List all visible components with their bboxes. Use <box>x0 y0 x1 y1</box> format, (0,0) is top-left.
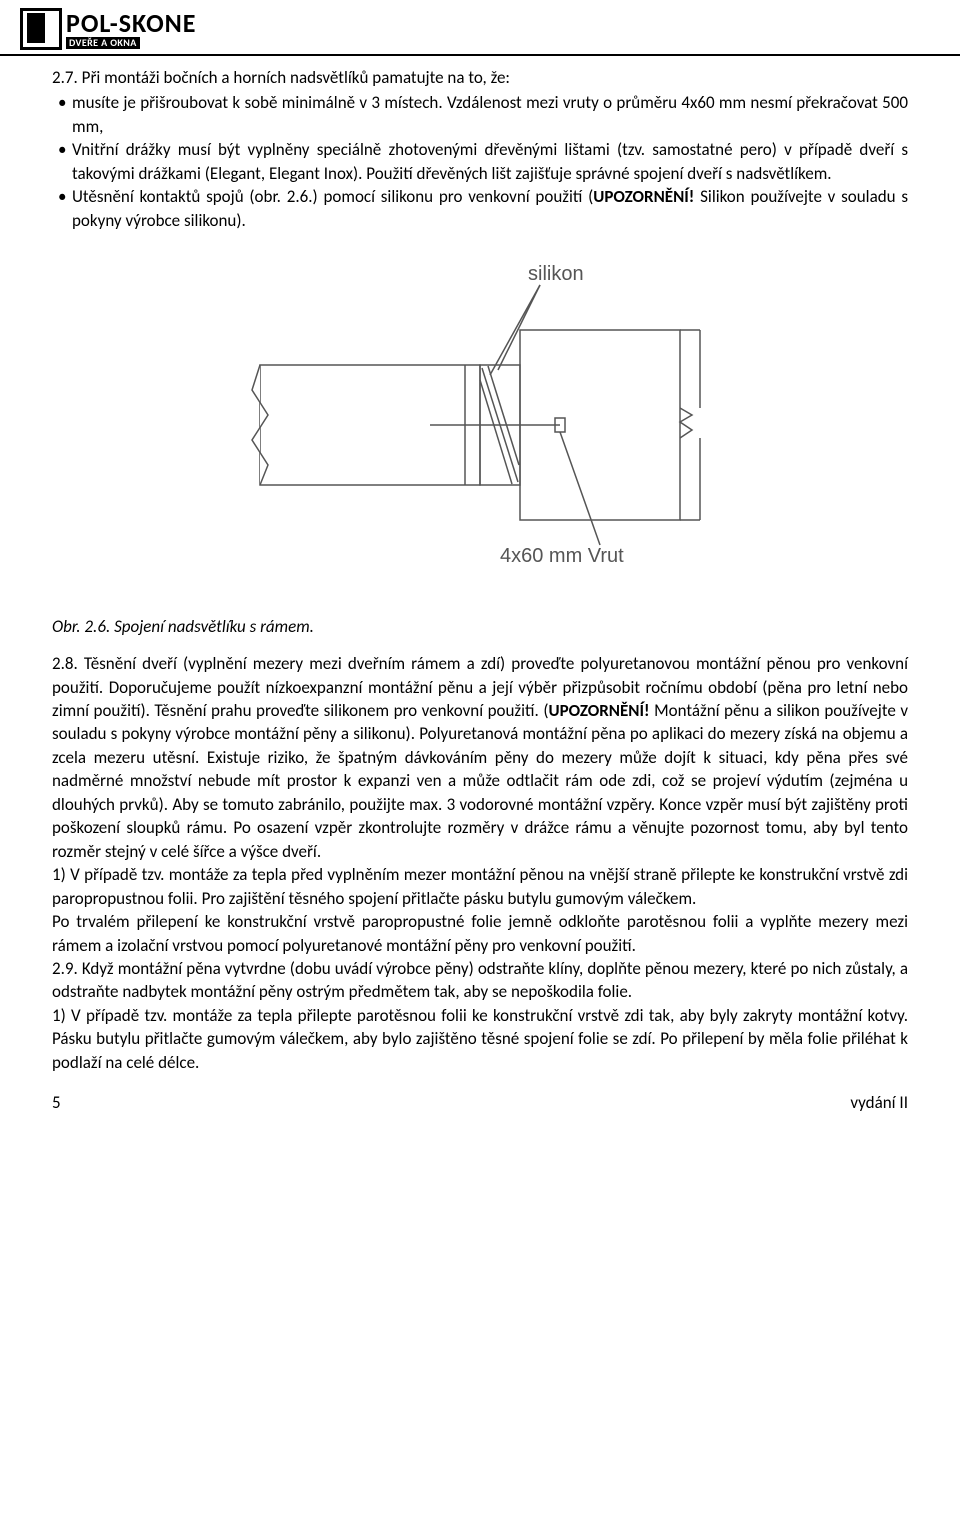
page-number: 5 <box>52 1092 61 1113</box>
bullet-text-part: Utěsnění kontaktů spojů (obr. 2.6.) pomo… <box>72 186 593 207</box>
door-icon <box>20 8 62 50</box>
brand-name: POL-SKONE <box>66 10 197 36</box>
section-2-7-intro: 2.7. Při montáži bočních a horních nadsv… <box>52 66 908 89</box>
figure-2-6: silikon 4x60 mm Vrut <box>52 250 908 586</box>
page-header: POL-SKONE DVEŘE A OKNA <box>0 0 960 56</box>
figure-caption: Obr. 2.6. Spojení nadsvětlíku s rámem. <box>52 615 908 638</box>
warning-label: UPOZORNĚNÍ! <box>548 700 649 721</box>
list-item: musíte je přišroubovat k sobě minimálně … <box>52 91 908 138</box>
text-run: Montážní pěnu a silikon používejte v sou… <box>52 700 908 862</box>
figure-label-vrut: 4x60 mm Vrut <box>500 545 624 567</box>
list-item: Vnitřní drážky musí být vyplněny speciál… <box>52 138 908 185</box>
section-2-7-bullets: musíte je přišroubovat k sobě minimálně … <box>52 91 908 232</box>
section-2-9-sub1: 1) V případě tzv. montáže za tepla přile… <box>52 1004 908 1074</box>
section-2-8-sub1b: Po trvalém přilepení ke konstrukční vrst… <box>52 910 908 957</box>
brand-logo: POL-SKONE DVEŘE A OKNA <box>20 8 197 50</box>
edition-label: vydání II <box>850 1092 908 1113</box>
document-body: 2.7. Při montáži bočních a horních nadsv… <box>0 56 960 1086</box>
list-item: Utěsnění kontaktů spojů (obr. 2.6.) pomo… <box>52 185 908 232</box>
section-2-9: 2.9. Když montážní pěna vytvrdne (dobu u… <box>52 957 908 1004</box>
warning-label: UPOZORNĚNÍ! <box>593 186 694 207</box>
diagram-svg: silikon 4x60 mm Vrut <box>230 250 730 580</box>
figure-label-silikon: silikon <box>528 263 584 285</box>
section-2-8: 2.8. Těsnění dveří (vyplnění mezery mezi… <box>52 652 908 863</box>
page-footer: 5 vydání II <box>0 1086 960 1131</box>
section-2-8-sub1: 1) V případě tzv. montáže za tepla před … <box>52 863 908 910</box>
brand-tagline: DVEŘE A OKNA <box>66 37 140 49</box>
